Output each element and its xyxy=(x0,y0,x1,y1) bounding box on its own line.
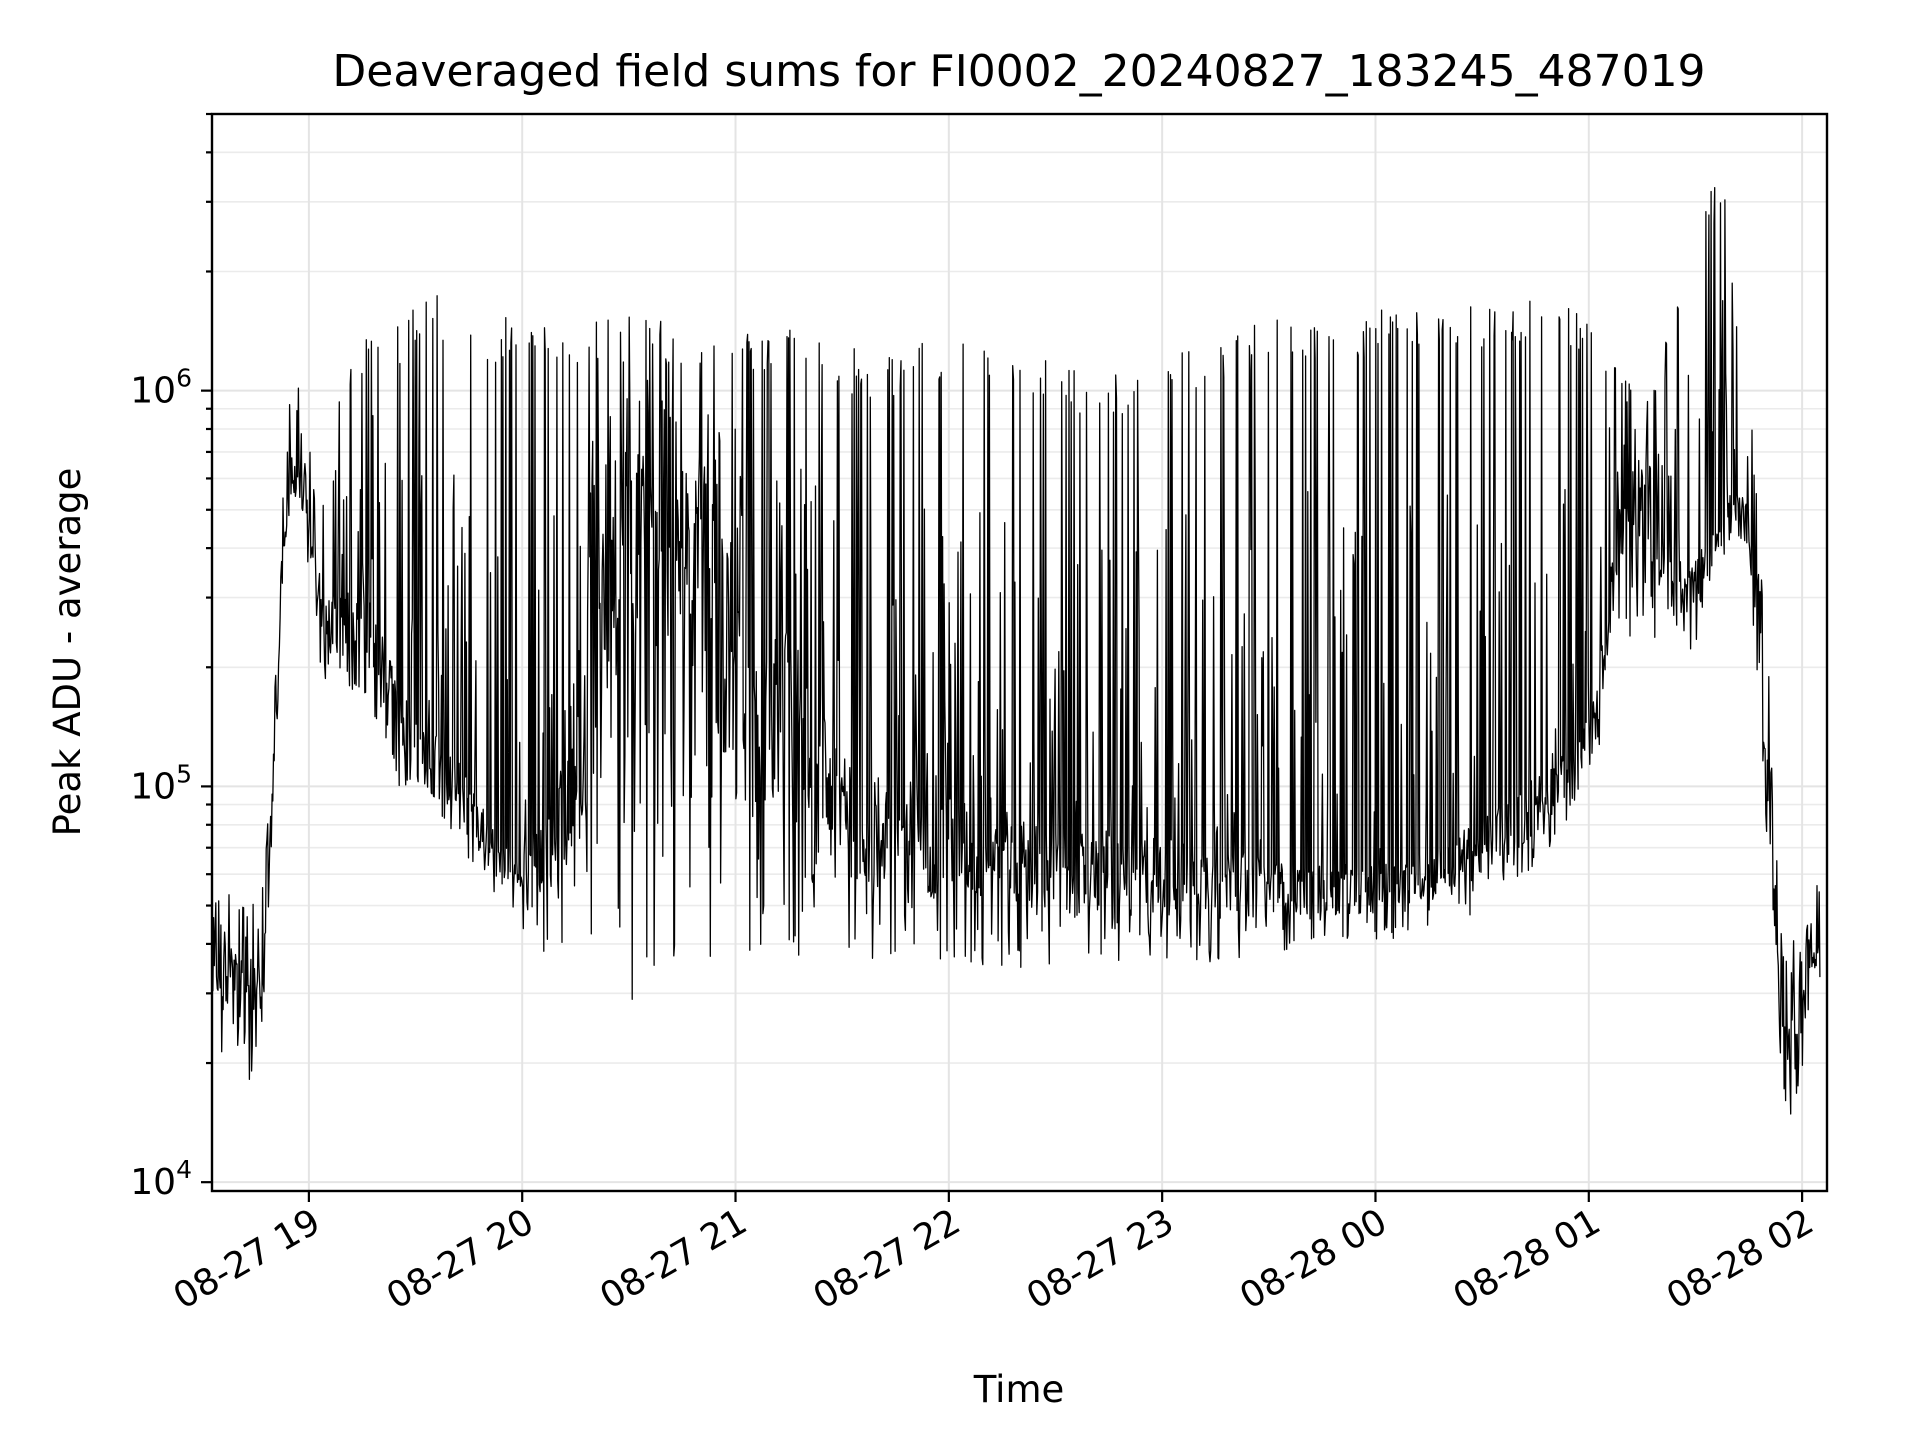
y-tick-label: 104 xyxy=(130,1155,192,1203)
y-tick-label: 106 xyxy=(130,364,192,412)
plot-frame xyxy=(210,112,1829,1193)
x-axis-label: Time xyxy=(973,1368,1065,1411)
series-line xyxy=(212,186,1821,1115)
chart-title: Deaveraged field sums for FI0002_2024082… xyxy=(332,46,1705,97)
y-tick-label: 105 xyxy=(130,759,192,807)
series-layer xyxy=(212,186,1821,1115)
y-axis-label: Peak ADU - average xyxy=(46,468,89,837)
